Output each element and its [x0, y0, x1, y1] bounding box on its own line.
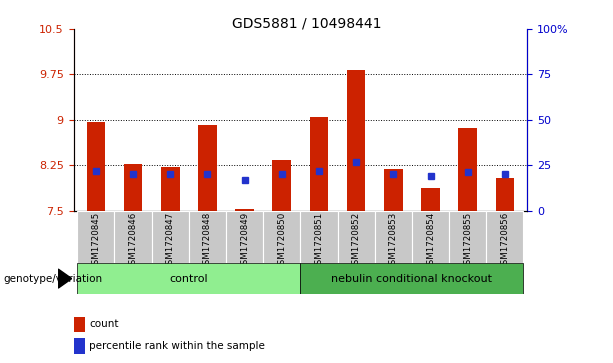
Text: GSM1720847: GSM1720847	[166, 212, 175, 270]
Text: GSM1720851: GSM1720851	[314, 212, 324, 270]
Bar	[235, 209, 254, 211]
Text: count: count	[89, 319, 119, 329]
Text: percentile rank within the sample: percentile rank within the sample	[89, 341, 265, 351]
Bar	[495, 178, 514, 211]
Bar	[273, 160, 291, 211]
Text: control: control	[170, 274, 208, 284]
Text: genotype/variation: genotype/variation	[3, 274, 102, 284]
Text: GSM1720850: GSM1720850	[277, 212, 286, 270]
Bar	[300, 211, 338, 263]
Polygon shape	[58, 269, 72, 288]
Text: nebulin conditional knockout: nebulin conditional knockout	[332, 274, 492, 284]
Bar	[459, 128, 477, 211]
Bar	[338, 211, 375, 263]
Text: GSM1720845: GSM1720845	[91, 212, 101, 270]
Bar	[77, 263, 300, 294]
Bar	[263, 211, 300, 263]
Bar	[74, 317, 85, 332]
Text: GSM1720853: GSM1720853	[389, 212, 398, 270]
Text: GSM1720849: GSM1720849	[240, 212, 249, 270]
Bar	[115, 211, 151, 263]
Bar	[151, 211, 189, 263]
Bar	[412, 211, 449, 263]
Bar	[486, 211, 524, 263]
Text: GSM1720846: GSM1720846	[129, 212, 137, 270]
Bar	[384, 170, 403, 211]
Bar	[421, 188, 440, 211]
Bar	[347, 70, 365, 211]
Text: GSM1720852: GSM1720852	[352, 212, 360, 270]
Text: GSM1720856: GSM1720856	[500, 212, 509, 270]
Bar	[310, 117, 328, 211]
Bar	[226, 211, 263, 263]
Bar	[300, 263, 524, 294]
Text: GDS5881 / 10498441: GDS5881 / 10498441	[232, 16, 381, 30]
Bar	[86, 122, 105, 211]
Text: GSM1720855: GSM1720855	[463, 212, 472, 270]
Bar	[198, 125, 217, 211]
Bar	[375, 211, 412, 263]
Text: GSM1720848: GSM1720848	[203, 212, 212, 270]
Bar	[189, 211, 226, 263]
Bar	[449, 211, 486, 263]
Text: GSM1720854: GSM1720854	[426, 212, 435, 270]
Bar	[74, 338, 85, 354]
Bar	[124, 164, 142, 211]
Bar	[77, 211, 115, 263]
Bar	[161, 167, 180, 211]
